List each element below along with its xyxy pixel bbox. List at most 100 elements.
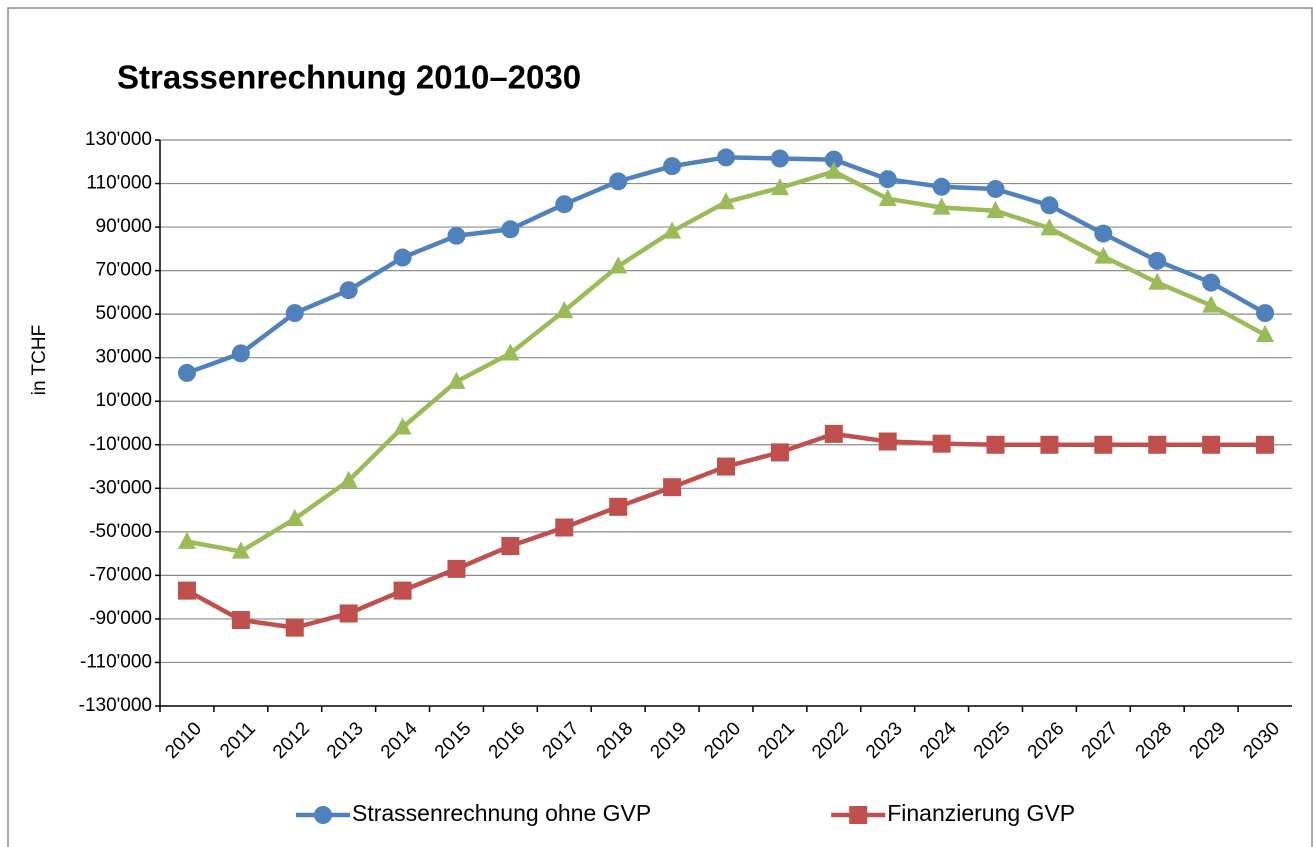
point xyxy=(314,806,332,824)
x-tick-label: 2030 xyxy=(1239,718,1284,763)
point xyxy=(555,300,574,319)
x-tick-label: 2027 xyxy=(1078,718,1123,763)
point xyxy=(849,806,868,824)
point xyxy=(1256,324,1275,343)
point xyxy=(824,150,843,169)
point xyxy=(501,343,520,361)
x-tick-label: 2026 xyxy=(1024,718,1069,763)
point xyxy=(1094,246,1113,264)
point xyxy=(1040,218,1059,236)
point xyxy=(932,434,951,453)
point xyxy=(285,508,304,526)
point xyxy=(986,179,1005,198)
point xyxy=(663,157,682,176)
point xyxy=(285,304,304,323)
y-tick-label: -110'000 xyxy=(80,651,152,672)
y-tick-label: -130'000 xyxy=(79,695,152,716)
point xyxy=(609,256,628,274)
x-tick-label: 2011 xyxy=(216,718,260,762)
chart-title: Strassenrechnung 2010–2030 xyxy=(117,59,581,96)
point xyxy=(555,518,574,537)
point xyxy=(285,618,304,637)
series-line xyxy=(186,155,1267,376)
point xyxy=(501,220,520,239)
x-tick-label: 2025 xyxy=(970,718,1015,763)
point xyxy=(1094,435,1113,454)
y-tick-label: -70'000 xyxy=(89,564,152,585)
y-tick-label: -90'000 xyxy=(89,608,152,629)
x-tick-label: 2021 xyxy=(754,718,799,763)
point xyxy=(447,559,466,578)
point xyxy=(447,371,466,389)
point xyxy=(1040,435,1059,454)
point xyxy=(1148,435,1167,454)
point xyxy=(339,604,358,623)
point xyxy=(393,248,412,267)
point xyxy=(177,531,196,549)
point xyxy=(932,197,951,215)
y-tick-label: 50'000 xyxy=(96,303,152,324)
point xyxy=(824,161,843,179)
point xyxy=(1256,435,1275,454)
point xyxy=(663,221,682,239)
point xyxy=(1094,224,1113,243)
point xyxy=(231,344,250,363)
y-tick-label: -30'000 xyxy=(89,477,152,498)
point xyxy=(986,200,1005,218)
x-tick-label: 2028 xyxy=(1132,718,1177,763)
x-tick-label: 2024 xyxy=(916,718,961,763)
chart-frame xyxy=(7,7,1313,847)
point xyxy=(717,148,735,167)
point xyxy=(1148,272,1167,290)
point xyxy=(177,363,196,382)
point xyxy=(393,417,412,435)
x-tick-label: 2014 xyxy=(377,718,422,763)
x-tick-label: 2010 xyxy=(161,718,206,763)
y-tick-label: 130'000 xyxy=(85,129,152,150)
y-tick-label: 10'000 xyxy=(96,390,152,411)
x-tick-label: 2013 xyxy=(323,718,368,763)
x-tick-label: 2017 xyxy=(539,718,584,763)
point xyxy=(1040,196,1059,215)
x-tick-label: 2022 xyxy=(808,718,853,763)
x-tick-label: 2012 xyxy=(269,718,314,763)
point xyxy=(609,497,628,516)
point xyxy=(824,424,843,443)
point xyxy=(339,470,358,488)
y-tick-label: 70'000 xyxy=(96,260,152,281)
y-tick-label: -10'000 xyxy=(89,434,152,455)
y-axis-label: in TCHF xyxy=(29,325,50,395)
point xyxy=(717,457,735,476)
point xyxy=(986,435,1005,454)
point xyxy=(878,170,897,189)
point xyxy=(555,195,574,214)
legend-label: Finanzierung GVP xyxy=(887,800,1075,826)
point xyxy=(393,581,412,600)
point xyxy=(1148,251,1167,270)
x-tick-label: 2016 xyxy=(485,718,530,763)
y-tick-label: 30'000 xyxy=(96,347,152,368)
point xyxy=(717,192,735,210)
point xyxy=(878,188,897,206)
point xyxy=(1202,295,1221,313)
y-tick-label: -50'000 xyxy=(89,521,152,542)
x-tick-label: 2015 xyxy=(431,718,476,763)
point xyxy=(770,443,789,462)
point xyxy=(177,581,196,600)
point xyxy=(1202,273,1221,292)
point xyxy=(339,281,358,300)
x-tick-label: 2019 xyxy=(646,718,691,763)
legend-label: Strassenrechnung ohne GVP xyxy=(352,800,651,826)
point xyxy=(447,226,466,245)
point xyxy=(501,536,520,555)
x-tick-label: 2029 xyxy=(1185,718,1230,763)
point xyxy=(878,432,897,451)
point xyxy=(1202,435,1221,454)
x-tick-label: 2020 xyxy=(700,718,745,763)
y-tick-label: 90'000 xyxy=(96,216,152,237)
point xyxy=(609,172,628,191)
point xyxy=(231,611,250,630)
x-tick-label: 2018 xyxy=(593,718,638,763)
point xyxy=(663,478,682,497)
